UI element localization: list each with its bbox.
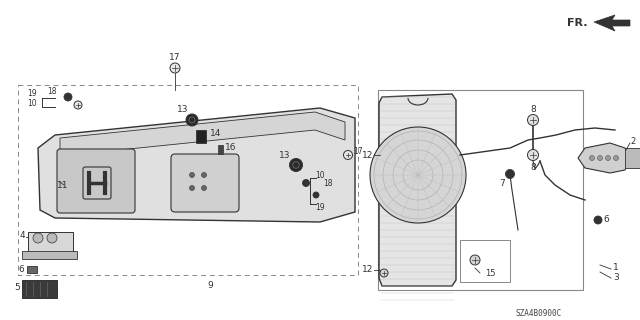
Bar [460, 240, 510, 282]
Circle shape [380, 269, 388, 277]
Text: 2: 2 [630, 137, 636, 146]
Text: 6: 6 [603, 215, 609, 225]
Text: 12: 12 [362, 150, 373, 159]
Circle shape [47, 233, 57, 243]
Circle shape [506, 170, 515, 179]
Bar [18, 85, 358, 275]
Circle shape [527, 115, 538, 125]
FancyBboxPatch shape [171, 154, 239, 212]
Bar [22, 280, 57, 298]
Bar [22, 251, 77, 259]
Text: 18: 18 [323, 179, 333, 188]
Text: 8: 8 [530, 163, 536, 172]
Polygon shape [625, 148, 640, 168]
Bar [196, 130, 206, 143]
Text: 19: 19 [315, 203, 324, 212]
Circle shape [189, 172, 195, 178]
Circle shape [202, 186, 207, 190]
Text: 8: 8 [530, 106, 536, 115]
Polygon shape [594, 15, 630, 31]
Bar [27, 266, 37, 273]
Text: FR.: FR. [568, 18, 588, 28]
Text: 14: 14 [210, 129, 221, 138]
Bar [378, 90, 583, 290]
Text: 10: 10 [315, 171, 324, 180]
Bar [218, 145, 223, 154]
Circle shape [594, 216, 602, 224]
Bar [28, 232, 73, 254]
Circle shape [344, 150, 353, 159]
Text: 13: 13 [278, 150, 290, 159]
Polygon shape [578, 143, 630, 173]
Circle shape [74, 101, 82, 109]
Text: 9: 9 [207, 281, 213, 290]
Text: 7: 7 [499, 179, 505, 188]
Text: 15: 15 [485, 269, 495, 278]
Circle shape [189, 186, 195, 190]
Circle shape [313, 192, 319, 198]
Text: 16: 16 [225, 142, 237, 151]
Circle shape [614, 156, 618, 161]
Text: 13: 13 [177, 106, 188, 115]
Text: 3: 3 [613, 274, 619, 283]
Circle shape [170, 63, 180, 73]
Circle shape [202, 172, 207, 178]
Text: 6: 6 [19, 265, 24, 274]
Text: 4: 4 [19, 231, 25, 241]
Text: 18: 18 [47, 86, 57, 95]
Circle shape [64, 93, 72, 101]
Circle shape [289, 158, 303, 172]
Circle shape [186, 114, 198, 126]
Text: 10: 10 [28, 100, 37, 108]
Circle shape [303, 180, 310, 187]
FancyBboxPatch shape [57, 149, 135, 213]
Circle shape [589, 156, 595, 161]
Text: 5: 5 [14, 284, 20, 292]
Polygon shape [38, 108, 355, 222]
Circle shape [598, 156, 602, 161]
Circle shape [527, 149, 538, 161]
Polygon shape [60, 112, 345, 156]
Polygon shape [379, 94, 456, 286]
Text: 1: 1 [613, 263, 619, 273]
Circle shape [33, 233, 43, 243]
Text: 17: 17 [169, 52, 180, 61]
Circle shape [470, 255, 480, 265]
Circle shape [370, 127, 466, 223]
Text: 17: 17 [353, 148, 363, 156]
Text: 19: 19 [28, 90, 37, 99]
Text: 12: 12 [362, 266, 373, 275]
Text: 11: 11 [57, 180, 68, 189]
Text: SZA4B0900C: SZA4B0900C [515, 308, 561, 317]
Circle shape [605, 156, 611, 161]
